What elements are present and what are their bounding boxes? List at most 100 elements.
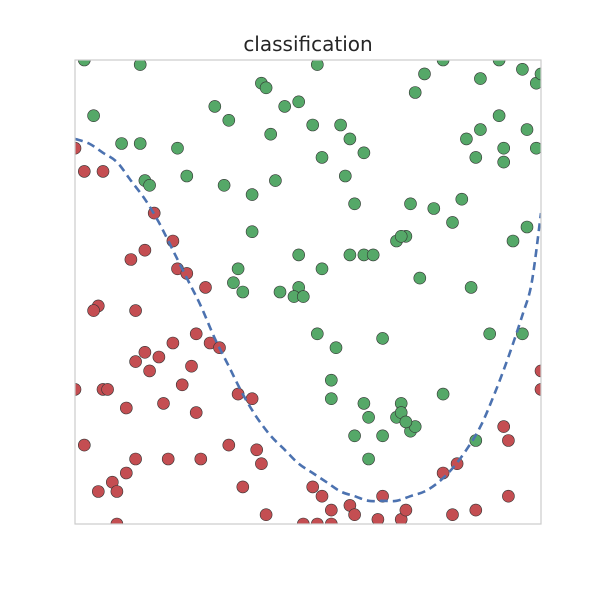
- data-point-class-2: [273, 285, 287, 299]
- data-point-class-2: [497, 155, 511, 169]
- data-point-class-2: [292, 248, 306, 262]
- data-point-class-2: [427, 202, 441, 215]
- data-point-class-1: [325, 517, 338, 524]
- data-point-class-2: [418, 67, 431, 81]
- data-point-class-1: [250, 443, 264, 457]
- data-point-class-1: [78, 438, 91, 452]
- data-point-class-2: [534, 67, 541, 81]
- data-point-class-2: [460, 132, 473, 146]
- data-point-class-2: [133, 60, 147, 71]
- data-point-class-1: [101, 383, 114, 396]
- data-point-class-2: [474, 72, 487, 85]
- data-point-class-1: [534, 383, 541, 396]
- data-point-class-2: [492, 60, 506, 67]
- data-point-class-1: [129, 304, 142, 317]
- data-point-class-2: [399, 415, 413, 429]
- data-point-class-1: [129, 355, 142, 368]
- data-point-class-2: [483, 327, 497, 341]
- data-point-class-2: [180, 169, 194, 183]
- data-point-class-2: [245, 225, 259, 238]
- data-point-class-2: [143, 179, 156, 192]
- data-point-class-1: [311, 517, 324, 524]
- data-point-class-1: [185, 359, 198, 373]
- data-point-class-2: [366, 248, 380, 262]
- data-point-class-2: [310, 327, 324, 341]
- data-point-class-2: [87, 109, 100, 122]
- data-point-class-2: [315, 262, 329, 276]
- data-point-class-1: [189, 406, 203, 419]
- data-point-class-1: [138, 345, 152, 359]
- data-point-class-1: [348, 508, 361, 522]
- decision-boundary-line: [75, 137, 541, 503]
- data-point-class-1: [222, 438, 236, 452]
- data-point-class-1: [138, 243, 152, 257]
- data-point-class-2: [362, 410, 375, 424]
- data-point-class-2: [329, 341, 343, 355]
- data-point-class-2: [338, 169, 352, 183]
- data-point-class-1: [120, 401, 133, 415]
- data-point-class-2: [217, 179, 231, 192]
- data-point-class-1: [199, 281, 212, 294]
- data-point-class-2: [78, 60, 91, 67]
- data-point-class-2: [357, 146, 371, 160]
- data-point-class-2: [357, 397, 371, 410]
- data-point-class-2: [334, 118, 347, 132]
- data-point-class-1: [376, 489, 389, 503]
- data-point-class-1: [534, 364, 541, 378]
- data-point-class-2: [394, 230, 408, 243]
- data-point-class-2: [455, 192, 469, 206]
- data-point-class-1: [96, 165, 110, 178]
- data-point-class-1: [497, 420, 511, 433]
- data-point-class-2: [231, 262, 245, 276]
- data-point-class-2: [343, 248, 357, 262]
- data-point-class-1: [189, 327, 203, 341]
- data-point-class-1: [502, 434, 515, 447]
- data-point-class-1: [324, 503, 338, 517]
- data-point-class-2: [315, 151, 329, 164]
- data-point-class-2: [264, 127, 278, 141]
- data-point-class-1: [78, 165, 91, 178]
- data-point-class-1: [469, 503, 483, 517]
- data-point-class-2: [436, 60, 450, 67]
- data-point-class-1: [236, 480, 250, 494]
- data-point-class-1: [175, 378, 189, 392]
- data-point-class-2: [464, 281, 478, 294]
- data-point-class-1: [75, 141, 82, 155]
- data-point-class-2: [446, 216, 459, 229]
- data-point-class-2: [362, 452, 375, 466]
- data-point-class-2: [530, 141, 541, 155]
- data-point-class-2: [413, 271, 427, 285]
- data-point-class-1: [502, 489, 515, 503]
- data-point-class-2: [408, 86, 422, 99]
- data-point-class-1: [371, 513, 385, 524]
- data-point-class-1: [399, 503, 413, 517]
- data-point-class-2: [376, 332, 389, 345]
- data-point-class-2: [222, 114, 236, 127]
- data-point-class-2: [376, 429, 389, 443]
- data-point-class-2: [469, 151, 483, 164]
- data-point-class-2: [343, 132, 357, 146]
- data-point-class-1: [255, 457, 268, 471]
- data-point-class-2: [348, 197, 361, 211]
- data-point-class-1: [110, 517, 124, 524]
- data-point-class-1: [194, 452, 208, 466]
- data-point-class-1: [306, 480, 320, 494]
- data-point-class-2: [208, 100, 222, 113]
- data-point-class-2: [292, 95, 306, 109]
- data-point-class-2: [311, 60, 324, 71]
- data-point-class-2: [506, 234, 520, 248]
- data-point-class-2: [474, 123, 487, 136]
- data-point-class-1: [87, 304, 100, 317]
- data-point-class-1: [129, 452, 142, 466]
- data-point-class-2: [259, 81, 273, 95]
- data-point-class-1: [143, 364, 156, 378]
- data-point-class-2: [324, 392, 338, 406]
- data-point-class-1: [297, 517, 310, 524]
- data-layer: [75, 60, 541, 524]
- chart-title: classification: [243, 32, 373, 56]
- data-point-class-2: [306, 118, 320, 132]
- data-point-class-2: [296, 290, 310, 303]
- data-point-class-2: [245, 188, 259, 201]
- data-point-class-1: [166, 336, 180, 350]
